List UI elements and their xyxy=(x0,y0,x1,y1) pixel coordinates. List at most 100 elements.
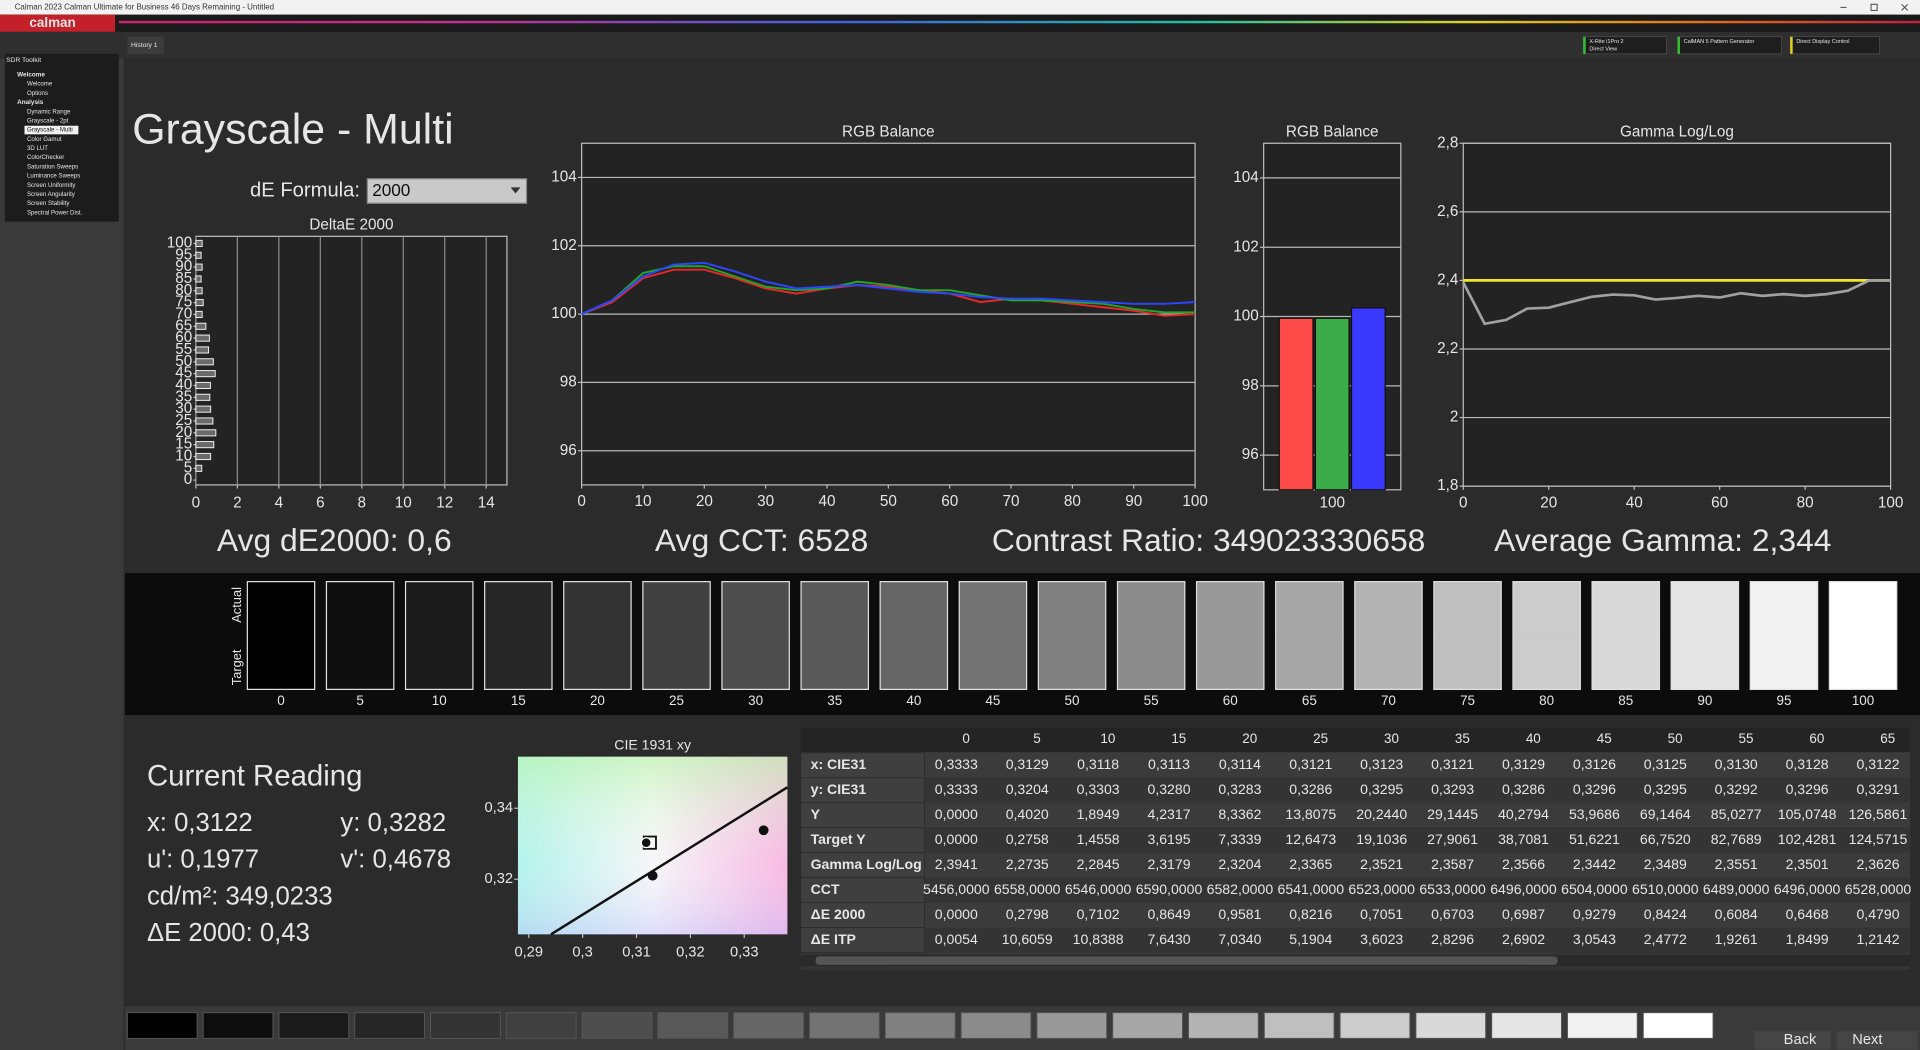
y-tick-label: 2 xyxy=(1450,409,1459,426)
swatch-target xyxy=(484,635,552,690)
tab[interactable] xyxy=(127,36,165,54)
table-cell: 6528,0000 xyxy=(1845,881,1912,897)
close[interactable] xyxy=(1901,3,1909,11)
table-cell: 2,8296 xyxy=(1431,931,1474,947)
next-button[interactable] xyxy=(1836,1031,1918,1050)
y-tick-label: 35 xyxy=(175,388,192,405)
thumbnail[interactable] xyxy=(1566,1012,1638,1039)
logo-block[interactable] xyxy=(0,14,116,32)
title-bar xyxy=(0,0,1920,15)
sidebar-item[interactable]: Options xyxy=(27,90,48,97)
column-header: 35 xyxy=(1455,731,1470,746)
sidebar-item[interactable]: ColorChecker xyxy=(27,154,64,161)
sidebar-item[interactable]: Spectral Power Dist. xyxy=(27,209,83,216)
table-cell: 6590,0000 xyxy=(1136,881,1203,897)
plot-area xyxy=(1462,142,1892,487)
thumbnail[interactable] xyxy=(884,1012,956,1039)
thumbnail[interactable] xyxy=(202,1012,274,1039)
thumbnail[interactable] xyxy=(505,1012,577,1039)
thumbnail[interactable] xyxy=(1036,1012,1108,1039)
swatch-actual xyxy=(880,581,948,636)
swatch-outline xyxy=(563,581,632,690)
back-button[interactable] xyxy=(1754,1031,1831,1050)
thumbnail[interactable] xyxy=(809,1012,880,1039)
sidebar-item[interactable]: Grayscale - Multi xyxy=(27,127,73,134)
x-tick-label: 80 xyxy=(1064,493,1081,510)
sidebar-item[interactable]: Screen Angularity xyxy=(27,191,76,198)
x-tick-label: 0 xyxy=(577,493,586,510)
table-cell: 0,0000 xyxy=(935,806,978,822)
sidebar-item[interactable]: Screen Uniformity xyxy=(27,182,76,189)
swatch-outline xyxy=(642,581,711,690)
measured-point xyxy=(647,870,658,881)
x-tick-label: 6 xyxy=(316,494,325,511)
tab-label: History 1 xyxy=(131,42,158,49)
swatch-target xyxy=(1433,635,1502,690)
scrollbar-thumb[interactable] xyxy=(815,956,1558,965)
table-cell: 6546,0000 xyxy=(1065,881,1132,897)
swatch-label: 10 xyxy=(432,693,447,708)
thumbnail[interactable] xyxy=(1491,1012,1562,1039)
table-cell: 0,3303 xyxy=(1077,781,1120,797)
table-cell: 0,3129 xyxy=(1006,756,1049,772)
thumbnail[interactable] xyxy=(733,1012,805,1039)
swatch-outline xyxy=(1275,581,1344,690)
swatch-target xyxy=(1829,635,1897,690)
sidebar-item[interactable]: Welcome xyxy=(27,81,53,88)
sidebar-item[interactable]: 3D LUT xyxy=(27,145,48,152)
table-cell: 6558,0000 xyxy=(994,881,1061,897)
sidebar-item[interactable]: Color Gamut xyxy=(27,136,62,143)
window-controls[interactable] xyxy=(1840,3,1909,11)
thumbnail[interactable] xyxy=(278,1012,350,1039)
maximize[interactable] xyxy=(1870,3,1878,11)
summary-stat: Avg CCT: 6528 xyxy=(655,522,869,558)
sidebar-title: SDR Toolkit xyxy=(6,57,41,64)
thumbnail[interactable] xyxy=(1112,1012,1183,1039)
thumbnail[interactable] xyxy=(1187,1012,1259,1039)
sidebar-section[interactable]: Analysis xyxy=(17,99,44,106)
thumbnail[interactable] xyxy=(581,1012,653,1039)
table-cell: 0,3296 xyxy=(1786,781,1829,797)
table-cell: 10,8388 xyxy=(1073,931,1124,947)
thumbnail[interactable] xyxy=(1339,1012,1411,1039)
y-tick-label: 2,8 xyxy=(1437,134,1458,151)
de-formula-value: 2000 xyxy=(372,180,410,200)
swatch-target xyxy=(1354,635,1423,690)
thumbnail[interactable] xyxy=(657,1012,729,1039)
sidebar-item[interactable]: Saturation Sweeps xyxy=(27,163,78,170)
thumbnail[interactable] xyxy=(1263,1012,1335,1039)
thumbnail[interactable] xyxy=(126,1012,198,1039)
thumbnail[interactable] xyxy=(1415,1012,1487,1039)
swatch-target xyxy=(1117,635,1185,690)
thumbnail[interactable] xyxy=(960,1012,1032,1039)
table-cell: 40,2794 xyxy=(1498,806,1549,822)
de-formula-dropdown[interactable] xyxy=(366,178,528,204)
sidebar-item[interactable]: Screen Stability xyxy=(27,200,70,207)
page-title: Grayscale - Multi xyxy=(132,106,453,154)
reading-value: v': 0,4678 xyxy=(340,846,451,874)
sidebar-item[interactable]: Luminance Sweeps xyxy=(27,173,80,180)
thumbnail[interactable] xyxy=(354,1012,426,1039)
row-header-cell xyxy=(800,802,925,829)
bar xyxy=(195,299,204,307)
swatch-actual xyxy=(247,581,315,636)
thumbnail[interactable] xyxy=(1642,1012,1714,1039)
swatch-actual xyxy=(1829,581,1897,636)
swatch-label: 45 xyxy=(985,693,1000,708)
x-tick-label: 100 xyxy=(1319,494,1345,511)
reading-title: Current Reading xyxy=(147,759,363,792)
sidebar-section[interactable]: Welcome xyxy=(17,71,45,78)
y-tick-label: 50 xyxy=(175,353,192,370)
table-header xyxy=(800,727,1911,752)
table-cell: 0,8649 xyxy=(1147,906,1190,922)
bar xyxy=(195,429,217,437)
bar xyxy=(195,263,203,271)
thumbnail[interactable] xyxy=(430,1012,501,1039)
sidebar-item[interactable]: Dynamic Range xyxy=(27,108,71,115)
x-tick-label: 100 xyxy=(1878,494,1904,511)
table-cell: 4,2317 xyxy=(1147,806,1190,822)
sidebar-item[interactable]: Grayscale - 2pt xyxy=(27,117,69,124)
x-tick-label: 0 xyxy=(192,494,201,511)
table-cell: 2,3521 xyxy=(1360,856,1403,872)
